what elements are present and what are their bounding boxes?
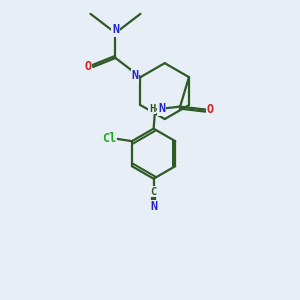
Text: N: N xyxy=(158,102,165,116)
Text: N: N xyxy=(132,69,139,82)
Text: N: N xyxy=(112,23,119,36)
Text: Cl: Cl xyxy=(102,132,116,145)
Text: H: H xyxy=(149,104,155,114)
Text: O: O xyxy=(85,60,92,73)
Text: C: C xyxy=(151,187,157,197)
Text: O: O xyxy=(207,103,214,116)
Text: N: N xyxy=(150,200,157,213)
